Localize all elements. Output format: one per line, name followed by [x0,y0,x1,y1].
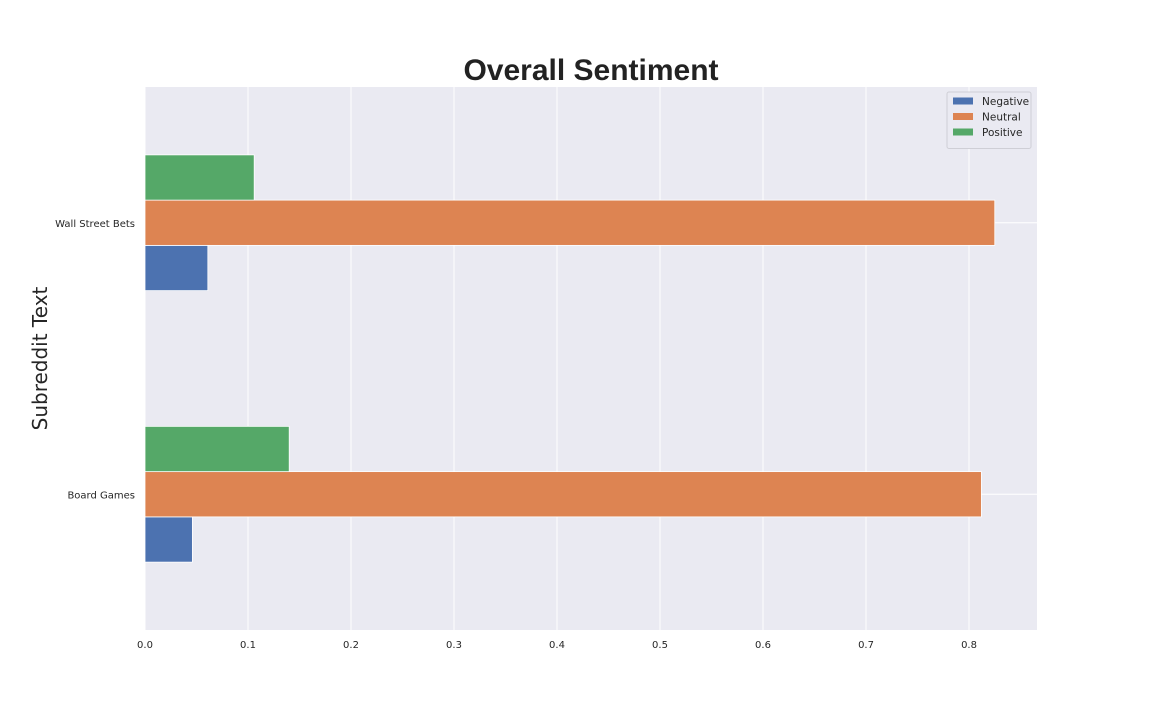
x-tick-label: 0.4 [549,640,565,651]
x-tick-label: 0.5 [652,640,668,651]
legend-label-negative: Negative [982,96,1029,108]
bar-neutral-0 [144,471,982,518]
x-tick-label: 0.0 [137,640,153,651]
plot-area [145,87,1037,630]
legend-swatch-positive [953,128,973,136]
legend-label-neutral: Neutral [982,112,1021,124]
bar-negative-0 [144,516,193,563]
x-tick-label: 0.3 [446,640,462,651]
chart-title: Overall Sentiment [463,54,718,87]
bar-negative-1 [144,244,209,292]
y-axis-label: Subreddit Text [28,286,52,430]
x-tick-label: 0.2 [343,640,359,651]
legend: Negative Neutral Positive [946,91,1032,149]
x-tick-label: 0.6 [755,640,771,651]
x-tick-label: 0.1 [240,640,256,651]
x-tick-label: 0.8 [961,640,977,651]
y-tick-label: Wall Street Bets [55,219,135,230]
bar-positive-0 [144,425,290,473]
x-tick-labels: 0.0 0.1 0.2 0.3 0.4 0.5 0.6 0.7 0.8 [137,640,977,651]
legend-label-positive: Positive [982,127,1022,139]
y-tick-label: Board Games [67,490,135,501]
y-tick-labels: Board Games Wall Street Bets [55,219,135,502]
x-tick-label: 0.7 [858,640,874,651]
bars [144,154,996,563]
legend-swatch-neutral [953,113,973,120]
bar-neutral-1 [144,199,996,246]
bar-positive-1 [144,154,255,201]
legend-swatch-negative [953,97,973,105]
